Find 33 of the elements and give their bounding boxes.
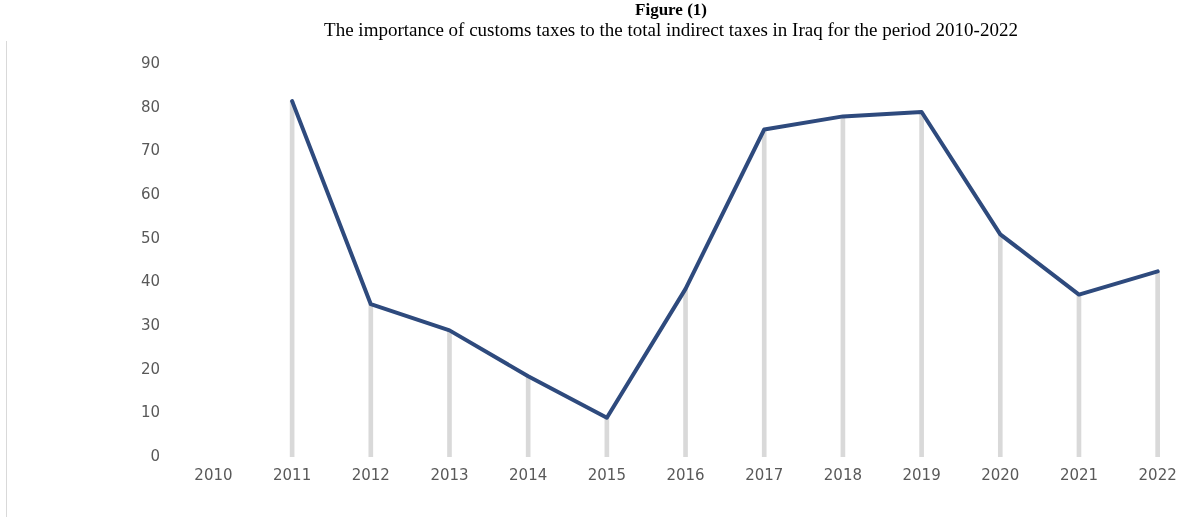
bar: [1155, 271, 1160, 457]
y-tick-label: 40: [140, 272, 161, 291]
x-tick-label: 2021: [1059, 465, 1099, 484]
x-tick-label: 2022: [1138, 465, 1177, 484]
x-tick-label: 2020: [981, 465, 1020, 484]
y-tick-label: 10: [140, 403, 161, 422]
y-tick-label: 70: [140, 141, 161, 160]
bar: [447, 330, 452, 457]
y-tick-label: 60: [140, 184, 161, 203]
x-tick-label: 2018: [823, 465, 863, 484]
x-tick-label: 2019: [902, 465, 941, 484]
x-tick-label: 2012: [351, 465, 390, 484]
bar: [525, 375, 531, 457]
bar: [683, 288, 688, 457]
x-tick-label: 2017: [745, 465, 784, 484]
x-tick-label: 2013: [430, 465, 469, 484]
y-tick-label: 90: [140, 53, 161, 72]
bar: [919, 111, 924, 457]
y-tick-label: 20: [140, 359, 161, 378]
x-tick-label: 2016: [666, 465, 705, 484]
y-tick-label: 30: [140, 315, 161, 334]
x-tick-label: 2015: [587, 465, 626, 484]
x-tick-label: 2011: [273, 465, 312, 484]
y-tick-label: 0: [150, 446, 161, 465]
bar: [761, 129, 767, 457]
y-tick-label: 80: [140, 97, 161, 116]
chart-title: Figure (1): [634, 0, 708, 19]
chart-subtitle: The importance of customs taxes to the total indirect taxes in Iraq for the period 2010-2022: [323, 19, 1019, 41]
x-tick-label: 2014: [509, 465, 548, 484]
y-tick-label: 50: [140, 228, 161, 247]
x-tick-label: 2010: [194, 465, 233, 484]
bar: [368, 303, 374, 457]
bar: [997, 233, 1003, 457]
